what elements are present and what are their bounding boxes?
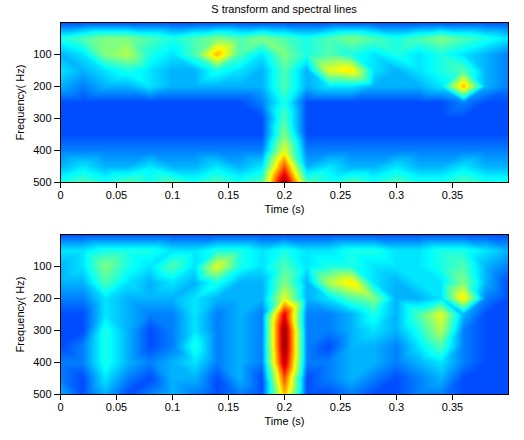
svg-text:0: 0 <box>57 401 63 413</box>
svg-text:Frequency( Hz): Frequency( Hz) <box>14 277 26 353</box>
svg-text:0.05: 0.05 <box>106 401 127 413</box>
svg-text:Frequency( Hz): Frequency( Hz) <box>14 65 26 141</box>
svg-text:400: 400 <box>33 144 51 156</box>
svg-text:300: 300 <box>33 112 51 124</box>
svg-text:500: 500 <box>33 176 51 188</box>
svg-text:0.25: 0.25 <box>330 189 351 201</box>
svg-text:0.15: 0.15 <box>218 189 239 201</box>
svg-text:0.15: 0.15 <box>218 401 239 413</box>
svg-text:0.2: 0.2 <box>277 189 292 201</box>
svg-text:200: 200 <box>33 80 51 92</box>
html-text:S transform and spectral lines: S transform and spectral lines <box>211 3 357 15</box>
svg-text:100: 100 <box>33 48 51 60</box>
svg-text:0.1: 0.1 <box>165 401 180 413</box>
svg-text:400: 400 <box>33 356 51 368</box>
svg-text:100: 100 <box>33 260 51 272</box>
svg-text:Time (s): Time (s) <box>265 203 305 215</box>
svg-text:0: 0 <box>57 189 63 201</box>
svg-text:0.35: 0.35 <box>442 189 463 201</box>
svg-text:Time (s): Time (s) <box>265 415 305 427</box>
svg-text:200: 200 <box>33 292 51 304</box>
svg-text:0.2: 0.2 <box>277 401 292 413</box>
svg-text:0.25: 0.25 <box>330 401 351 413</box>
svg-text:0.1: 0.1 <box>165 189 180 201</box>
svg-text:500: 500 <box>33 388 51 400</box>
svg-text:0.3: 0.3 <box>389 189 404 201</box>
svg-text:0.35: 0.35 <box>442 401 463 413</box>
svg-text:0.05: 0.05 <box>106 189 127 201</box>
svg-text:300: 300 <box>33 324 51 336</box>
svg-text:0.3: 0.3 <box>389 401 404 413</box>
